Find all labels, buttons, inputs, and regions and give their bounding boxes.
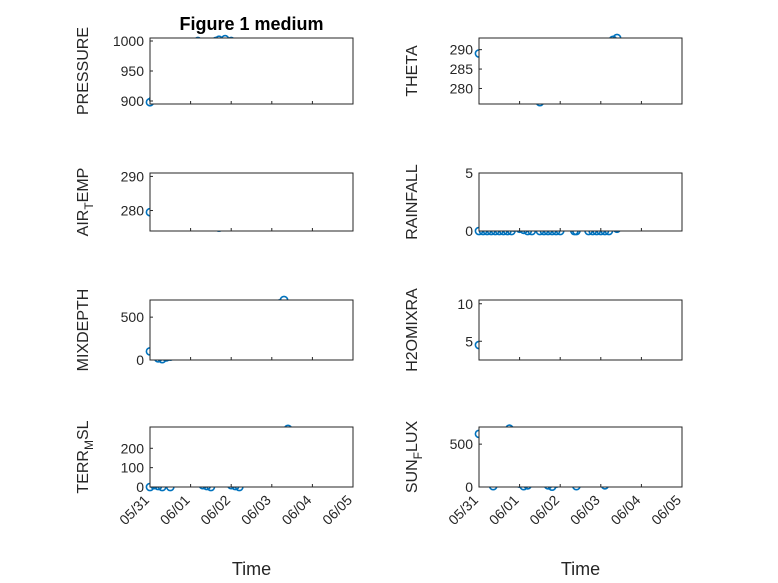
y-tick-label: 500: [121, 309, 145, 325]
y-axis-label: H2OMIXRA: [404, 288, 421, 372]
y-tick-label: 100: [121, 460, 145, 476]
axes-box: [149, 172, 354, 232]
y-tick-label: 290: [450, 42, 474, 58]
y-tick-label: 280: [121, 203, 145, 219]
x-tick-label: 06/04: [607, 492, 643, 528]
x-tick-label: 06/02: [526, 492, 562, 528]
x-axis-label: Time: [561, 559, 600, 579]
subplot-1: 900 950 1000 PRESSURE Figure 1 medium: [75, 14, 354, 115]
x-tick-label: 06/04: [278, 492, 314, 528]
x-tick-label: 05/31: [445, 492, 481, 528]
subplot-8: 0 500 05/31 06/01 06/02 06/03 06/04 06/05 SUNFLU…: [404, 421, 684, 579]
axes-box: [478, 299, 683, 361]
y-tick-label: 900: [121, 93, 145, 109]
y-tick-label: 0: [136, 479, 144, 495]
x-tick-label: 06/01: [157, 492, 193, 528]
y-tick-label: 950: [121, 63, 145, 79]
subplot-5: 0 500 MIXDEPTH: [75, 289, 354, 372]
axes-box: [478, 37, 683, 105]
subplot-7: 0 100 200 05/31 06/01 06/02 06/03 06/04 06/05 TER…: [75, 420, 355, 579]
x-tick-label: 06/05: [319, 492, 355, 528]
subplot-2: 280 285 290 THETA: [404, 33, 683, 107]
axes-box: [149, 299, 354, 361]
axes-box: [149, 37, 354, 105]
y-tick-label: 0: [465, 479, 473, 495]
y-tick-label: 0: [136, 352, 144, 368]
y-axis-label: RAINFALL: [404, 164, 421, 240]
y-axis-label: PRESSURE: [75, 27, 92, 115]
axes-box: [478, 426, 683, 488]
subplot-4: 0 5 RAINFALL: [404, 164, 683, 240]
y-axis-label: MIXDEPTH: [75, 289, 92, 372]
y-axis-label: AIRTEMP: [75, 168, 96, 237]
y-tick-label: 285: [450, 61, 474, 77]
y-tick-label: 5: [465, 165, 473, 181]
axes-box: [478, 172, 683, 232]
y-axis-label: THETA: [404, 45, 421, 97]
x-axis-label: Time: [232, 559, 271, 579]
y-tick-label: 280: [450, 80, 474, 96]
y-tick-label: 10: [457, 296, 473, 312]
y-tick-label: 200: [121, 440, 145, 456]
x-tick-label: 06/03: [567, 492, 603, 528]
y-axis-label: SUNFLUX: [404, 421, 425, 494]
axes-box: [149, 426, 354, 488]
x-tick-label: 06/05: [648, 492, 684, 528]
x-tick-label: 06/03: [238, 492, 274, 528]
y-tick-label: 1000: [113, 33, 144, 49]
y-tick-label: 0: [465, 223, 473, 239]
y-tick-label: 500: [450, 436, 474, 452]
subplot-6: 5 10 H2OMIXRA: [404, 288, 683, 372]
y-axis-label: TERRMSL: [75, 420, 96, 493]
x-tick-label: 06/02: [197, 492, 233, 528]
chart-title: Figure 1 medium: [179, 14, 323, 34]
x-tick-label: 05/31: [116, 492, 152, 528]
y-tick-label: 5: [465, 333, 473, 349]
x-tick-label: 06/01: [486, 492, 522, 528]
y-tick-label: 290: [121, 168, 145, 184]
subplot-3: 280 290 AIRTEMP: [75, 168, 354, 237]
